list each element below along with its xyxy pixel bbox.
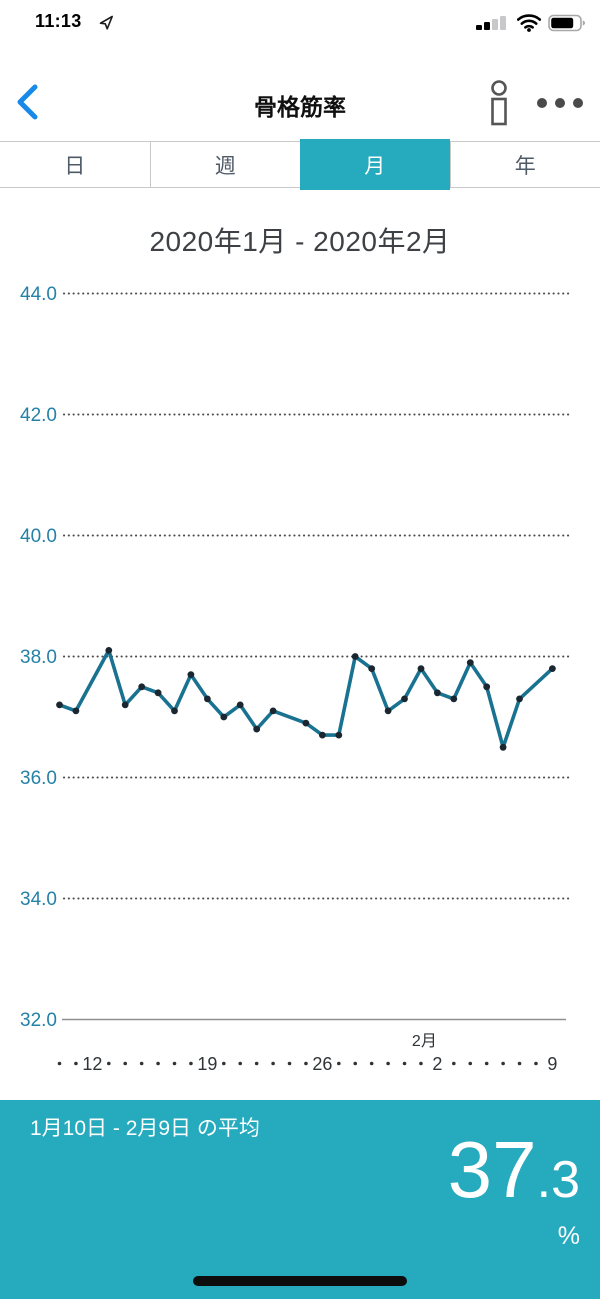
average-unit: %: [557, 1222, 580, 1250]
x-day-dot: [271, 1061, 275, 1066]
average-value: 37 .3: [448, 1130, 580, 1210]
x-day-dot: [452, 1061, 456, 1066]
wifi-icon: [516, 14, 542, 37]
back-button[interactable]: [8, 80, 52, 124]
data-point[interactable]: [384, 707, 392, 715]
x-day-dot: [534, 1061, 538, 1066]
data-point[interactable]: [138, 683, 146, 691]
y-tick-label: 38.0: [20, 647, 57, 668]
x-day-dot: [517, 1061, 522, 1066]
x-day-dot: [57, 1061, 62, 1066]
data-point[interactable]: [72, 707, 80, 715]
x-tick-label: 12: [82, 1054, 102, 1074]
x-day-dot: [353, 1061, 358, 1066]
x-day-dot: [139, 1061, 144, 1066]
data-point[interactable]: [220, 713, 228, 721]
x-day-dot: [287, 1061, 292, 1066]
data-point[interactable]: [335, 731, 343, 739]
x-day-dot: [123, 1061, 128, 1066]
data-point[interactable]: [483, 683, 491, 691]
data-point[interactable]: [368, 665, 376, 672]
average-summary-panel: 1月10日 - 2月9日 の平均 37 .3 %: [0, 1100, 600, 1299]
page-title: 骨格筋率: [254, 94, 346, 120]
data-point[interactable]: [253, 725, 261, 733]
x-day-dot: [337, 1061, 341, 1066]
x-day-dot: [238, 1061, 243, 1066]
x-day-dot: [172, 1061, 177, 1066]
clock-text: 11:13: [35, 11, 82, 31]
average-integer: 37: [447, 1125, 537, 1214]
data-point[interactable]: [549, 665, 556, 672]
data-point[interactable]: [154, 689, 162, 697]
y-tick-label: 36.0: [20, 768, 57, 789]
home-indicator[interactable]: [193, 1276, 407, 1286]
chevron-left-icon: [8, 84, 52, 128]
data-point[interactable]: [171, 707, 178, 715]
data-point[interactable]: [351, 653, 359, 660]
x-month-label: 2月: [412, 1033, 437, 1050]
x-tick-label: 2: [432, 1054, 442, 1074]
tab-day[interactable]: 日: [0, 142, 150, 187]
x-day-dot: [386, 1061, 390, 1066]
x-day-dot: [254, 1061, 259, 1066]
x-day-dot: [189, 1061, 193, 1066]
data-point[interactable]: [187, 671, 195, 678]
cellular-signal-icon: [476, 14, 510, 37]
data-line: [57, 648, 555, 750]
x-day-dot: [304, 1061, 308, 1066]
x-day-dot: [369, 1061, 374, 1066]
x-tick-label: 9: [547, 1054, 557, 1074]
tab-month[interactable]: 月: [300, 139, 450, 190]
data-point[interactable]: [204, 695, 211, 703]
data-point[interactable]: [236, 701, 244, 709]
y-tick-label: 42.0: [20, 405, 57, 426]
x-day-dot: [106, 1061, 111, 1066]
y-tick-label: 34.0: [20, 889, 57, 910]
x-day-dot: [222, 1061, 226, 1066]
data-point[interactable]: [105, 647, 113, 654]
data-point[interactable]: [56, 701, 63, 709]
data-point[interactable]: [450, 695, 458, 703]
x-tick-label: 19: [197, 1054, 217, 1074]
data-point[interactable]: [516, 695, 523, 703]
data-point[interactable]: [319, 731, 326, 739]
info-button[interactable]: [478, 76, 522, 132]
tab-year[interactable]: 年: [449, 142, 600, 187]
battery-icon: [548, 14, 586, 37]
muscle-rate-line-chart[interactable]: 44.0 42.0 40.0 38.0 36.0 34.0 32.0 12 19 26 2 2月 9: [0, 0, 600, 1100]
info-icon: [478, 80, 522, 136]
tab-week[interactable]: 週: [149, 142, 300, 187]
data-point[interactable]: [417, 665, 425, 672]
x-tick-label: 26: [312, 1054, 332, 1074]
x-day-dot: [74, 1061, 78, 1066]
x-day-dot: [501, 1061, 505, 1066]
x-day-dot: [468, 1061, 473, 1066]
data-point[interactable]: [499, 743, 507, 751]
ellipsis-icon: [528, 98, 590, 128]
average-decimal: .3: [536, 1151, 580, 1209]
data-point[interactable]: [269, 707, 277, 715]
period-label: 1月10日 - 2月9日 の平均: [30, 1117, 260, 1140]
period-tab-bar: 日 週 月 年: [0, 139, 600, 190]
data-point[interactable]: [121, 701, 129, 709]
data-point[interactable]: [434, 689, 441, 697]
status-bar: 11:13: [0, 0, 600, 44]
data-point[interactable]: [302, 719, 310, 727]
more-button[interactable]: [528, 84, 590, 124]
y-tick-label: 32.0: [20, 1010, 57, 1031]
data-point[interactable]: [466, 659, 474, 666]
x-day-dot: [484, 1061, 489, 1066]
location-arrow-icon: [99, 15, 114, 35]
y-tick-label: 44.0: [20, 284, 57, 305]
x-day-dot: [419, 1061, 423, 1066]
nav-header: 骨格筋率: [0, 44, 600, 140]
y-tick-label: 40.0: [20, 526, 57, 547]
x-day-dot: [402, 1061, 407, 1066]
chart-title: 2020年1月 - 2020年2月: [149, 226, 451, 257]
data-point[interactable]: [401, 695, 408, 703]
x-day-dot: [156, 1061, 160, 1066]
